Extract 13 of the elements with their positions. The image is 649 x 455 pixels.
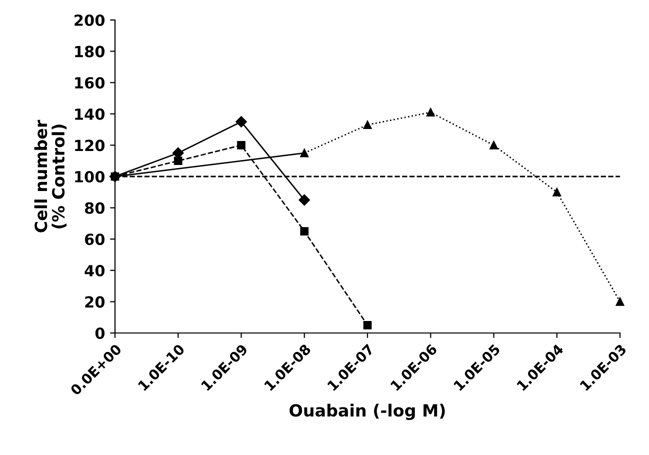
y-tick-label: 120 (75, 140, 105, 152)
y-tick-label: 200 (74, 14, 105, 26)
y-tick-label: 80 (84, 202, 105, 214)
y-tick-label: 40 (84, 264, 105, 276)
y-tick-label: 140 (75, 108, 105, 120)
y-tick-label: 180 (75, 46, 105, 58)
y-axis-title: Cell number (% Control) (34, 120, 67, 232)
y-tick-label: 60 (84, 234, 105, 246)
y-tick-label: 0 (95, 327, 105, 340)
y-tick-label: 100 (75, 170, 105, 183)
x-axis-title: Ouabain (-log M) (290, 404, 445, 420)
y-tick-label: 20 (85, 296, 105, 308)
y-tick-label: 160 (75, 77, 105, 89)
